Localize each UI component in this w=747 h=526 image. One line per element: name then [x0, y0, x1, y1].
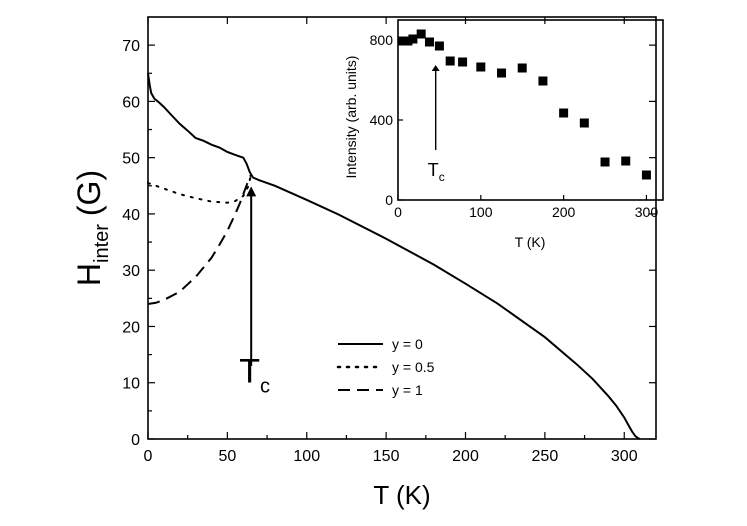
inset-y-tick-label: 800 — [370, 32, 394, 48]
inset-data-point — [403, 36, 413, 46]
inset-data-point — [476, 62, 486, 72]
legend: y = 0 y = 0.5 y = 1 — [336, 336, 435, 398]
main-y-axis-label: Hinter (G) — [71, 170, 113, 286]
inset-data-point — [579, 118, 589, 128]
main-y-tick-label: 70 — [122, 38, 140, 55]
legend-label-y0: y = 0 — [392, 336, 423, 352]
main-x-tick-label: 0 — [144, 448, 153, 465]
inset-tc-sub: c — [439, 170, 445, 184]
inset-tc-main: T — [428, 160, 439, 180]
main-y-label-main: H — [71, 263, 107, 286]
inset-y-tick-label: 400 — [370, 112, 394, 128]
main-y-label-sub: inter — [91, 224, 113, 263]
main-x-tick-label: 100 — [293, 448, 320, 465]
inset-data-point — [538, 76, 548, 86]
main-tc-annotation: Tc — [239, 353, 270, 398]
main-y-tick-label: 40 — [122, 207, 140, 224]
main-tc-main: T — [239, 353, 260, 391]
main-axis-ticks: 0 50 100 150 200 250 300 0 10 20 30 40 50 60 70 — [122, 17, 656, 465]
inset-x-tick-label: 200 — [552, 204, 576, 220]
legend-label-y1: y = 1 — [392, 382, 423, 398]
inset-y-axis-label: Intensity (arb. units) — [343, 56, 359, 179]
inset-data-point — [458, 57, 468, 67]
inset-data-point — [600, 157, 610, 167]
main-x-tick-label: 200 — [452, 448, 479, 465]
inset-data-point — [497, 68, 507, 78]
inset-data-point — [517, 63, 527, 73]
inset-data-point — [434, 41, 444, 51]
series-line-solid — [147, 73, 641, 440]
inset-x-tick-label: 0 — [394, 204, 402, 220]
main-x-axis-label: T (K) — [373, 480, 430, 510]
main-x-tick-label: 50 — [218, 448, 236, 465]
main-plot-frame — [147, 16, 657, 440]
inset-data-point — [641, 170, 651, 180]
main-curves — [147, 73, 641, 440]
inset-points — [397, 29, 651, 180]
legend-label-y05: y = 0.5 — [392, 359, 435, 375]
inset-data-point — [408, 34, 418, 44]
inset-plot-frame — [397, 19, 664, 201]
main-y-tick-label: 60 — [122, 94, 140, 111]
inset-data-point — [424, 37, 434, 47]
inset-data-point — [621, 156, 631, 166]
main-y-tick-label: 10 — [122, 376, 140, 393]
main-x-tick-label: 250 — [532, 448, 559, 465]
series-line-dotted — [147, 173, 253, 204]
main-x-tick-label: 300 — [611, 448, 638, 465]
main-tc-sub: c — [260, 376, 270, 398]
main-y-label-unit: (G) — [71, 170, 107, 216]
inset-data-point — [397, 36, 407, 46]
main-y-tick-label: 20 — [122, 319, 140, 336]
main-y-tick-label: 0 — [131, 432, 140, 449]
main-y-tick-label: 30 — [122, 263, 140, 280]
inset-x-tick-label: 300 — [635, 204, 659, 220]
main-y-tick-label: 50 — [122, 151, 140, 168]
inset-tc-annotation: Tc — [428, 160, 445, 184]
inset-data-point — [416, 29, 426, 39]
inset-data-point — [445, 56, 455, 66]
series-line-dashed — [147, 174, 253, 305]
svg-text:Hinter(G): Hinter (G) — [71, 170, 113, 286]
inset-axis-ticks: 0 100 200 300 0 400 800 — [370, 32, 659, 220]
main-x-tick-label: 150 — [373, 448, 400, 465]
inset-x-axis-label: T (K) — [515, 234, 546, 250]
inset-data-point — [559, 108, 569, 118]
inset-x-tick-label: 100 — [469, 204, 493, 220]
inset-y-tick-label: 0 — [385, 192, 393, 208]
